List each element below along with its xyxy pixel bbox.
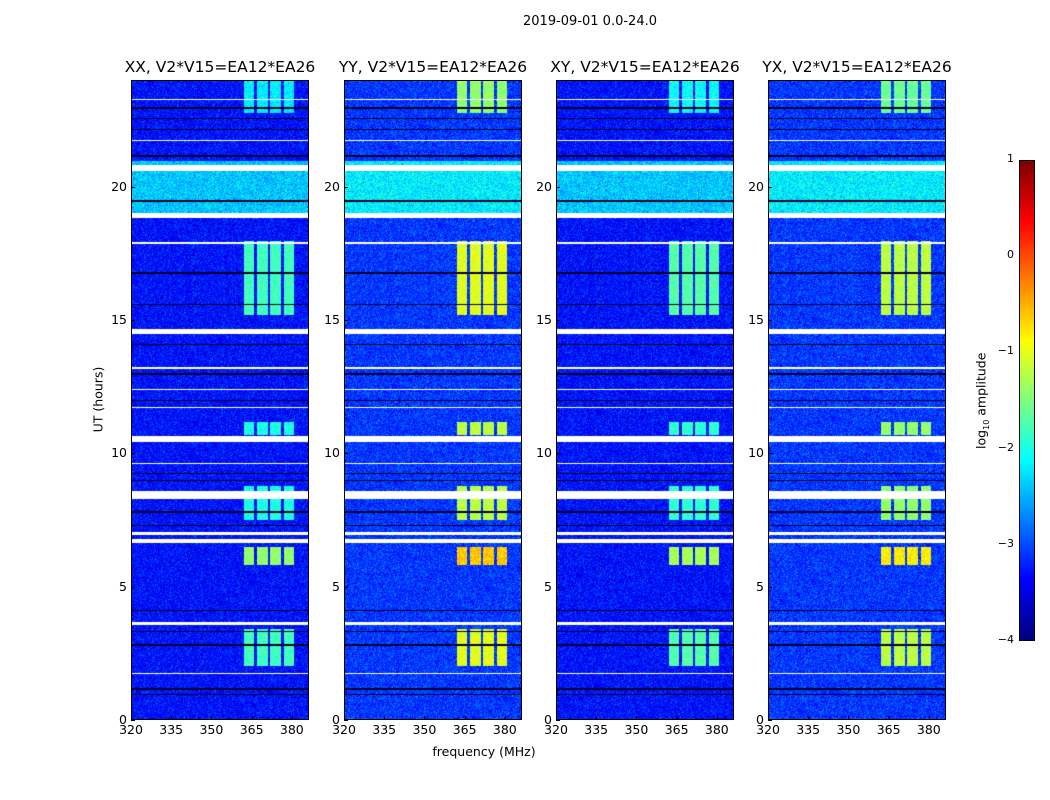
y-tick-mark bbox=[768, 453, 772, 455]
x-tick-label: 335 bbox=[159, 722, 184, 737]
panel-title: YX, V2*V15=EA12*EA26 bbox=[762, 58, 952, 76]
y-tick-mark bbox=[131, 586, 135, 588]
x-tick-mark bbox=[504, 716, 506, 720]
x-tick-mark bbox=[888, 716, 890, 720]
x-tick-label: 335 bbox=[796, 722, 821, 737]
figure-title: 2019-09-01 0.0-24.0 bbox=[523, 14, 657, 29]
x-tick-mark bbox=[676, 716, 678, 720]
panel-title: XX, V2*V15=EA12*EA26 bbox=[124, 58, 316, 76]
x-tick-mark bbox=[596, 716, 598, 720]
x-tick-label: 365 bbox=[239, 722, 264, 737]
y-tick-mark bbox=[131, 453, 135, 455]
colorbar-tick-label: −4 bbox=[997, 633, 1014, 646]
x-tick-mark bbox=[251, 716, 253, 720]
colorbar-tick-label: −3 bbox=[997, 536, 1014, 550]
colorbar bbox=[1019, 160, 1035, 641]
y-tick-mark bbox=[768, 720, 772, 721]
x-tick-mark bbox=[928, 716, 930, 720]
y-tick-label: 0 bbox=[756, 712, 764, 727]
heatmap-panel bbox=[768, 80, 946, 720]
x-tick-mark bbox=[344, 716, 345, 720]
y-tick-label: 10 bbox=[111, 445, 127, 461]
colorbar-tick-label: 1 bbox=[1007, 152, 1014, 165]
y-tick-label: 20 bbox=[536, 178, 552, 194]
x-tick-mark bbox=[716, 716, 718, 720]
heatmap-panel bbox=[556, 80, 734, 720]
x-tick-mark bbox=[808, 716, 810, 720]
y-tick-mark bbox=[768, 186, 772, 188]
y-tick-mark bbox=[131, 720, 135, 721]
y-tick-label: 20 bbox=[748, 178, 764, 194]
x-tick-label: 350 bbox=[836, 722, 861, 737]
x-tick-mark bbox=[848, 716, 850, 720]
colorbar-tick-label: −1 bbox=[997, 344, 1014, 358]
x-tick-label: 365 bbox=[664, 722, 689, 737]
x-tick-mark bbox=[556, 716, 557, 720]
y-tick-label: 15 bbox=[111, 312, 127, 327]
y-tick-label: 15 bbox=[324, 312, 340, 327]
y-tick-mark bbox=[344, 586, 348, 588]
x-tick-label: 320 bbox=[332, 722, 356, 737]
heatmap-panel bbox=[131, 80, 309, 720]
x-tick-mark bbox=[464, 716, 466, 720]
y-tick-mark bbox=[556, 453, 560, 455]
x-tick-label: 350 bbox=[624, 722, 649, 737]
x-tick-label: 320 bbox=[119, 722, 143, 737]
x-tick-label: 320 bbox=[544, 722, 568, 737]
y-tick-mark bbox=[556, 320, 560, 321]
panel-title: YY, V2*V15=EA12*EA26 bbox=[338, 58, 528, 76]
x-tick-label: 350 bbox=[412, 722, 437, 737]
x-tick-mark bbox=[131, 716, 132, 720]
x-tick-label: 380 bbox=[704, 722, 729, 737]
y-tick-label: 5 bbox=[332, 578, 340, 594]
x-tick-label: 350 bbox=[199, 722, 224, 737]
y-tick-label: 20 bbox=[324, 178, 340, 194]
x-tick-mark bbox=[424, 716, 426, 720]
y-axis-label: UT (hours) bbox=[90, 366, 106, 433]
y-tick-mark bbox=[768, 320, 772, 321]
x-tick-mark bbox=[636, 716, 638, 720]
y-tick-label: 10 bbox=[536, 445, 552, 461]
x-axis-label: frequency (MHz) bbox=[432, 744, 536, 759]
colorbar-tick-label: −2 bbox=[997, 440, 1014, 454]
y-tick-mark bbox=[556, 586, 560, 588]
x-tick-label: 365 bbox=[876, 722, 901, 737]
y-tick-mark bbox=[344, 186, 348, 188]
y-tick-label: 15 bbox=[748, 312, 764, 327]
panel-title: XY, V2*V15=EA12*EA26 bbox=[550, 58, 740, 76]
x-tick-label: 335 bbox=[372, 722, 397, 737]
heatmap-panel bbox=[344, 80, 522, 720]
y-tick-label: 15 bbox=[536, 312, 552, 327]
x-tick-label: 335 bbox=[584, 722, 609, 737]
y-tick-mark bbox=[131, 186, 135, 188]
x-tick-mark bbox=[768, 716, 769, 720]
y-tick-mark bbox=[556, 720, 560, 721]
x-tick-label: 320 bbox=[756, 722, 780, 737]
y-tick-mark bbox=[768, 586, 772, 588]
colorbar-tick-label: 0 bbox=[1007, 248, 1014, 262]
x-tick-mark bbox=[211, 716, 213, 720]
x-tick-label: 380 bbox=[492, 722, 517, 737]
y-tick-mark bbox=[344, 453, 348, 455]
x-tick-label: 365 bbox=[452, 722, 477, 737]
x-tick-label: 380 bbox=[279, 722, 304, 737]
y-tick-mark bbox=[556, 186, 560, 188]
y-tick-label: 10 bbox=[324, 445, 340, 461]
x-tick-label: 380 bbox=[916, 722, 941, 737]
y-tick-mark bbox=[131, 320, 135, 321]
x-tick-mark bbox=[171, 716, 173, 720]
x-tick-mark bbox=[291, 716, 293, 720]
y-tick-label: 20 bbox=[111, 178, 127, 194]
y-tick-label: 5 bbox=[544, 578, 552, 594]
y-tick-label: 0 bbox=[119, 712, 127, 727]
y-tick-label: 10 bbox=[748, 445, 764, 461]
y-tick-label: 0 bbox=[332, 712, 340, 727]
y-tick-mark bbox=[344, 720, 348, 721]
x-tick-mark bbox=[384, 716, 386, 720]
y-tick-label: 5 bbox=[119, 578, 127, 594]
y-tick-label: 5 bbox=[756, 578, 764, 594]
y-tick-mark bbox=[344, 320, 348, 321]
y-tick-label: 0 bbox=[544, 712, 552, 727]
